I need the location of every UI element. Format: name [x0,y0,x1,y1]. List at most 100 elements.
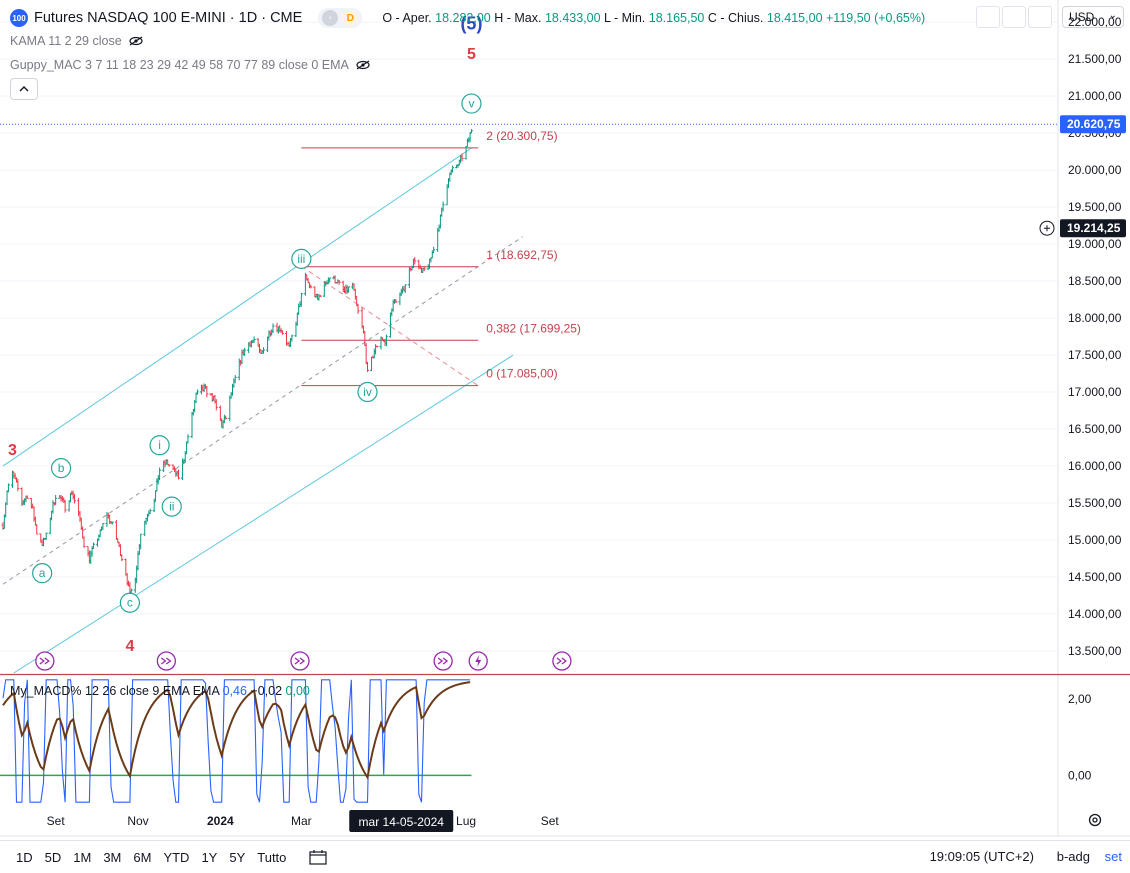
delay-badge[interactable]: D [342,10,359,26]
wave-label-circle[interactable]: i [149,435,170,456]
candle [158,467,162,481]
time-tick-label: Mar [291,814,312,828]
range-1y[interactable]: 1Y [201,849,218,865]
wave-circle [50,458,72,479]
channel-middle-line [2,236,524,585]
range-3m[interactable]: 3M [103,849,122,865]
candle [6,483,10,493]
settings-button[interactable] [1028,6,1052,28]
candle [177,469,180,480]
symbol-legend: 100 Futures NASDAQ 100 E-MINI · 1D · CME… [10,8,925,28]
collapse-legend-button[interactable] [10,78,38,100]
download-button[interactable] [976,6,1000,28]
event-markers [35,651,572,671]
candle [441,201,445,212]
price-tick-label: 16.000,00 [1068,459,1122,473]
price-tick-label: 21.500,00 [1068,52,1122,66]
candle [25,495,29,499]
price-tick-label: 19.000,00 [1068,237,1122,251]
clock-timezone[interactable]: 19:09:05 (UTC+2) [929,849,1034,864]
double-chevron-icon [437,657,449,665]
time-tick-label: Set [541,814,560,828]
wave-label[interactable]: 5 [467,46,476,63]
candle [318,294,322,298]
macd-legend[interactable]: My_MACD% 12 26 close 9 EMA EMA 0,46 −0,0… [10,684,310,698]
event-marker[interactable] [35,651,55,671]
price-tick-label: 16.500,00 [1068,422,1122,436]
candle [16,478,20,492]
time-tick-label: Nov [127,814,148,828]
market-status-icon[interactable]: ◦ [322,10,339,26]
settlement-toggle[interactable]: set [1104,849,1122,864]
candle [186,434,190,444]
range-5y[interactable]: 5Y [229,849,246,865]
price-tick-label: 20.000,00 [1068,163,1122,177]
wave-label[interactable]: 3 [8,442,17,459]
price-tick-label: 22.000,00 [1068,15,1122,29]
wave-label[interactable]: (5) [460,14,482,34]
candle [233,374,237,384]
event-marker[interactable] [552,651,572,671]
wave-label-circle[interactable]: iv [357,381,378,403]
range-all[interactable]: Tutto [257,849,287,865]
wave-circle [149,435,170,456]
close-label: C - Chius. [707,11,764,25]
crosshair-price-tag [1060,219,1126,238]
range-1d[interactable]: 1D [16,849,33,865]
wave-label[interactable]: 4 [125,638,134,655]
kama-legend[interactable]: KAMA 11 2 29 close [10,34,144,48]
candle [375,345,379,348]
elliott-channel [2,147,524,674]
candle [328,277,332,283]
price-tick-label: 19.500,00 [1068,200,1122,214]
fib-level-label: 1 (18.692,75) [486,248,557,262]
fib-extension: 2 (20.300,75) 1 (18.692,75) 0,382 (17.699,… [0,123,1058,387]
guppy-legend[interactable]: Guppy_MAC 3 7 11 18 23 29 42 49 58 70 77… [10,58,371,72]
badge-group: ◦ D [318,8,363,28]
range-1m[interactable]: 1M [73,849,92,865]
low-value: 18.165,50 [648,11,705,25]
wave-label-circle[interactable]: a [32,563,53,584]
range-ytd[interactable]: YTD [163,849,190,865]
price-candles [1,129,473,595]
price-tick-label: 15.000,00 [1068,533,1122,547]
candle [82,536,86,548]
wave-label-circle[interactable]: ii [161,496,182,517]
event-marker[interactable] [156,651,177,671]
gear-icon[interactable] [1087,812,1103,828]
event-marker[interactable] [468,651,488,671]
candle [35,524,39,535]
candle [224,415,228,420]
event-marker[interactable] [290,651,310,671]
price-tick-label: 18.000,00 [1068,311,1122,325]
time-tick-label: 2024 [207,814,234,828]
fullscreen-button[interactable] [1002,6,1026,28]
histogram-value: 0,00 [285,684,310,698]
event-marker[interactable] [433,651,453,671]
currency-select[interactable]: USD ⌄ [1062,6,1124,28]
double-chevron-icon [39,657,50,665]
time-tick-label: Lug [456,814,476,828]
add-alert-button[interactable] [1039,220,1055,236]
wave-label-circle[interactable]: iii [291,248,312,269]
fib-level-label: 0,382 (17.699,25) [486,321,581,335]
wave-label-circle[interactable]: c [119,592,140,613]
candle [214,399,218,411]
adjustment-toggle[interactable]: b-adg [1056,849,1090,864]
calendar-icon[interactable] [308,849,328,865]
hidden-eye-icon[interactable] [128,36,144,46]
range-6m[interactable]: 6M [133,849,152,865]
wave-label: iii [297,252,305,266]
wave-label-circle[interactable]: b [50,458,72,479]
candle [54,495,58,506]
candle [394,299,398,304]
symbol-title[interactable]: Futures NASDAQ 100 E-MINI · 1D · CME [34,10,303,26]
hidden-eye-icon[interactable] [355,60,371,70]
wave-circle [461,93,482,114]
candle [205,386,209,398]
wave-label-circle[interactable]: v [461,93,482,114]
range-5d[interactable]: 5D [44,849,62,865]
kama-label: KAMA 11 2 29 close [10,34,122,48]
